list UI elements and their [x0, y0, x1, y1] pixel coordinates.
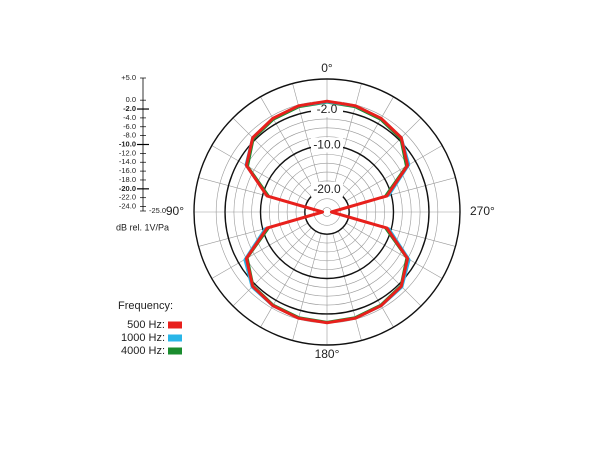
ring-label-bg	[311, 181, 343, 197]
ring-label: -10.0	[313, 138, 341, 152]
ring	[277, 162, 377, 262]
legend-title: Frequency:	[118, 300, 173, 312]
legend-label: 1000 Hz:	[121, 332, 165, 344]
spoke	[232, 227, 312, 307]
ring	[295, 180, 359, 244]
scale-label: -18.0	[119, 175, 136, 184]
spoke	[211, 145, 308, 202]
spoke	[332, 83, 362, 191]
ring	[313, 198, 341, 226]
angle-label: 0°	[321, 61, 333, 75]
scale-label: -20.0	[119, 184, 136, 193]
legend-swatch	[168, 347, 182, 355]
ring-label-bg	[311, 137, 343, 153]
ring	[233, 118, 421, 306]
spoke	[342, 117, 422, 197]
series-line	[244, 99, 410, 325]
scale-label: -16.0	[119, 166, 136, 175]
legend-label: 4000 Hz:	[121, 345, 165, 357]
ring	[242, 127, 412, 297]
scale-label: -24.0	[119, 202, 136, 211]
scale-label: -6.0	[123, 122, 136, 131]
scale-label: -2.0	[123, 104, 136, 113]
legend-label: 500 Hz:	[127, 319, 165, 331]
scale-label: 0.0	[126, 95, 136, 104]
angle-label: 180°	[315, 347, 340, 361]
scale-label: -22.0	[119, 193, 136, 202]
ring	[269, 154, 385, 270]
unit-label: dB rel. 1V/Pa	[116, 222, 169, 232]
spoke	[292, 83, 322, 191]
ring	[251, 136, 403, 288]
angle-label: 270°	[470, 204, 495, 218]
spoke	[260, 96, 317, 193]
legend-swatch	[168, 334, 182, 342]
spoke	[232, 117, 312, 197]
ring	[193, 78, 461, 346]
scale-label: -10.0	[119, 139, 136, 148]
ring-label-bg	[311, 102, 343, 118]
legend-swatch	[168, 321, 182, 329]
angle-label: 90°	[166, 204, 184, 218]
scale-label: -12.0	[119, 148, 136, 157]
ring	[286, 171, 368, 253]
spoke	[346, 145, 443, 202]
scale-label: -4.0	[123, 113, 136, 122]
spoke	[337, 231, 394, 328]
spoke	[292, 233, 322, 341]
spoke	[342, 227, 422, 307]
spoke	[211, 222, 308, 279]
spoke	[332, 233, 362, 341]
spoke	[260, 231, 317, 328]
scale-label: +5.0	[121, 73, 136, 82]
scale-label: -8.0	[123, 131, 136, 140]
spoke	[346, 222, 443, 279]
ring-label: -20.0	[313, 182, 341, 196]
ring-label: -2.0	[317, 102, 338, 116]
spoke	[337, 96, 394, 193]
scale-label: -25.0	[149, 206, 166, 215]
scale-label: -14.0	[119, 157, 136, 166]
